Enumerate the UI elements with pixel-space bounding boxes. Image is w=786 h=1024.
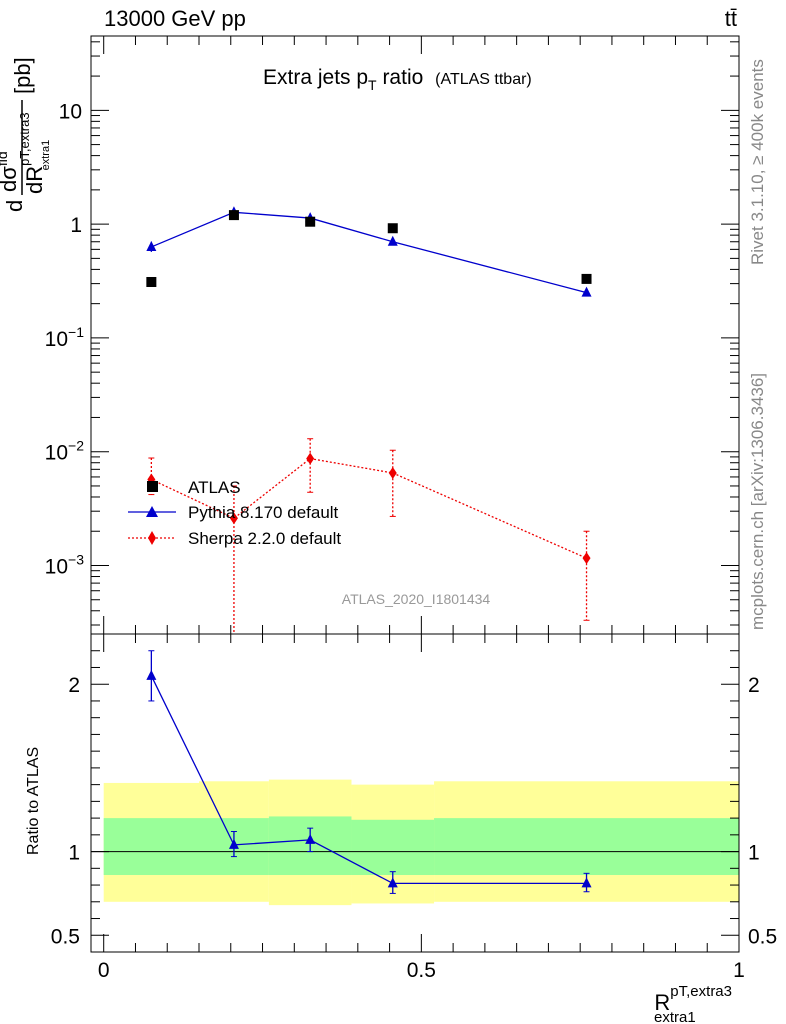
- ratio-pythia-point: [305, 833, 316, 844]
- chart-title: Extra jets pT ratio (ATLAS ttbar): [263, 66, 532, 93]
- ratio-pythia-point: [228, 838, 239, 849]
- ratio-pythia-point: [581, 877, 592, 888]
- sherpa-point: [229, 512, 238, 525]
- x-label-main: R: [654, 990, 670, 1015]
- pythia-line: [151, 211, 587, 294]
- ratio-pythia-point: [146, 669, 157, 680]
- main-y-tick-label: 10−2: [45, 438, 85, 465]
- ratio-x-tick-label: 0: [98, 959, 110, 982]
- ratio-y-axis-label: Ratio to ATLAS: [25, 747, 42, 855]
- ratio-y-tick-label-right: 2: [748, 674, 760, 697]
- legend-sherpa-label: Sherpa 2.2.0 default: [188, 529, 341, 548]
- atlas-point: [146, 276, 157, 287]
- ratio-y-tick-label-right: 0.5: [748, 925, 777, 948]
- pythia-point: [581, 286, 592, 297]
- ratio-ticks: 2 21 10.5 0.50 0.5 1: [51, 634, 777, 982]
- ratio-x-axis-label: RpT,extra3 extra1: [654, 983, 732, 1024]
- chart-title-sub: T: [368, 77, 377, 93]
- ratio-pythia-point: [387, 877, 398, 888]
- y-label-d: d: [2, 200, 27, 212]
- ratio-frame: [90, 633, 740, 953]
- ratio-y-tick-label-left: 1: [68, 842, 80, 865]
- y-label-unit: [pb]: [10, 57, 35, 94]
- legend: ATLAS Pythia 8.170 default Sherpa 2.2.0 …: [128, 478, 341, 548]
- main-y-tick-label: 10−1: [45, 324, 85, 351]
- legend-sherpa-marker: [148, 531, 156, 545]
- main-y-axis-label: d dσfid dRpT,extra3 extra1 [pb]: [0, 57, 52, 212]
- sherpa-point: [388, 466, 397, 479]
- chart-title-tail: ratio: [377, 66, 424, 89]
- mcplots-label: mcplots.cern.ch [arXiv:1306.3436]: [748, 373, 767, 630]
- pythia-point: [146, 240, 157, 251]
- main-y-tick-label: 10: [59, 100, 82, 123]
- uncertainty-band-inner: [434, 818, 739, 876]
- atlas-point: [387, 223, 398, 234]
- chart-title-main: Extra jets p: [263, 66, 368, 89]
- analysis-id: ATLAS_2020_I1801434: [342, 591, 491, 607]
- ratio-y-tick-label-right: 1: [748, 842, 760, 865]
- sherpa-point: [306, 452, 315, 465]
- ratio-x-tick-label: 0.5: [407, 959, 436, 982]
- legend-atlas-label: ATLAS: [188, 478, 241, 497]
- legend-pythia-label: Pythia 8.170 default: [188, 503, 339, 522]
- ratio-x-tick-label: 1: [733, 959, 745, 982]
- uncertainty-band-inner: [103, 818, 199, 876]
- chart-title-note: (ATLAS ttbar): [435, 71, 532, 88]
- atlas-point: [228, 210, 239, 221]
- energy-label: 13000 GeV pp: [104, 6, 246, 31]
- pythia-point: [387, 235, 398, 246]
- main-y-tick-label: 10−3: [45, 551, 85, 578]
- sherpa-point: [582, 552, 591, 565]
- ratio-y-tick-label-left: 2: [68, 674, 80, 697]
- main-marks: [146, 206, 592, 634]
- ratio-marks: [91, 650, 739, 906]
- atlas-point: [305, 216, 316, 227]
- main-ticks: 10 1 10−1 10−2 10−3: [45, 36, 740, 634]
- main-y-tick-label: 1: [70, 214, 82, 237]
- rivet-label: Rivet 3.1.10, ≥ 400k events: [748, 59, 767, 265]
- atlas-point: [581, 273, 592, 284]
- legend-atlas-marker: [147, 481, 158, 492]
- process-label: tt̄: [725, 6, 737, 31]
- x-label-sup: pT,extra3: [670, 983, 732, 1000]
- y-label-denominator: dRpT,extra3 extra1: [17, 112, 52, 194]
- uncertainty-band-inner: [351, 819, 435, 876]
- ratio-panel: 2 21 10.5 0.50 0.5 1 Ratio to ATLAS RpT,extra…: [25, 633, 777, 1024]
- legend-pythia-marker: [146, 506, 158, 517]
- x-label-sub: extra1: [654, 1009, 696, 1024]
- ratio-y-tick-label-left: 0.5: [51, 925, 80, 948]
- main-panel: 10 1 10−1 10−2 10−3 Extra jets pT ratio (ATL…: [0, 35, 740, 635]
